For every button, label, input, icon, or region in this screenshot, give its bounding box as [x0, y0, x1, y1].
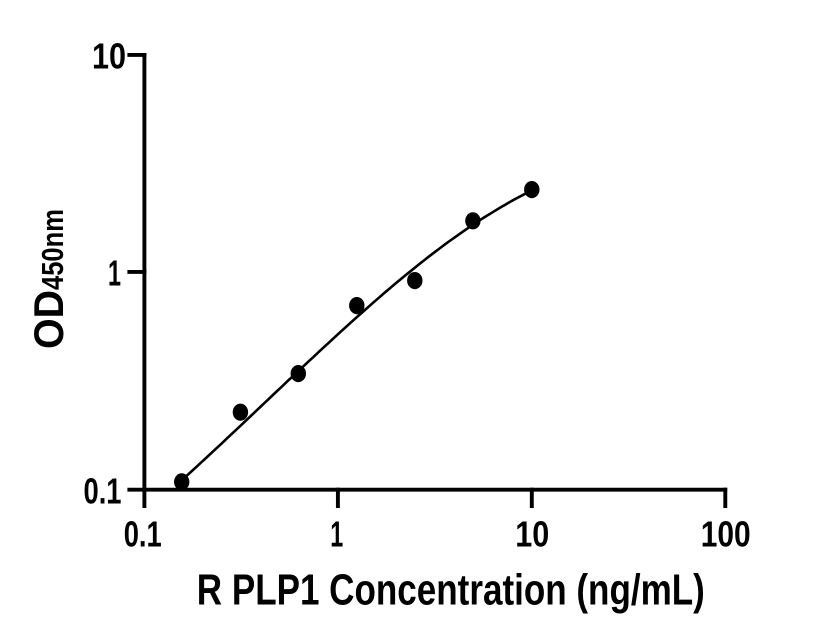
svg-text:1: 1 [108, 253, 121, 294]
svg-text:OD: OD [25, 290, 72, 349]
svg-text:10: 10 [515, 513, 549, 554]
svg-text:100: 100 [701, 513, 751, 554]
svg-text:1: 1 [330, 513, 343, 554]
svg-text:R PLP1 Concentration (ng/mL): R PLP1 Concentration (ng/mL) [197, 566, 705, 615]
svg-text:0.1: 0.1 [124, 513, 162, 554]
svg-text:0.1: 0.1 [84, 471, 122, 512]
svg-text:450nm: 450nm [36, 209, 70, 290]
svg-text:10: 10 [92, 35, 126, 76]
